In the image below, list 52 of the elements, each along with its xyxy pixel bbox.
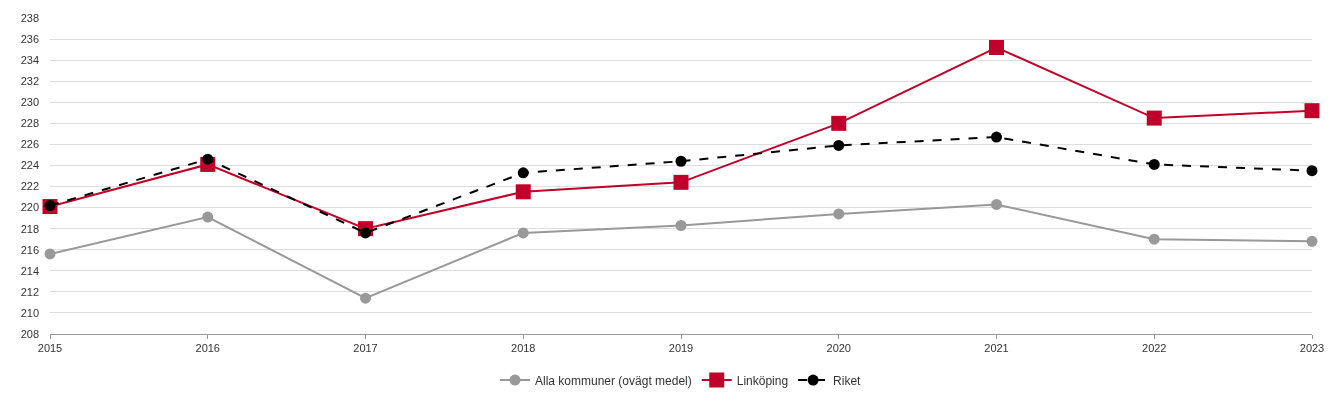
legend-label: Linköping xyxy=(736,373,789,388)
point xyxy=(1306,235,1318,247)
x-tick-label: 2015 xyxy=(37,342,63,355)
point xyxy=(675,155,687,167)
y-tick-label: 214 xyxy=(20,264,39,277)
legend-label: Riket xyxy=(833,373,862,388)
point xyxy=(833,139,845,151)
point xyxy=(360,292,371,304)
x-tick-label: 2017 xyxy=(353,342,378,355)
y-tick-label: 218 xyxy=(20,222,39,235)
y-tick-label: 232 xyxy=(20,75,39,88)
point xyxy=(360,227,371,239)
point xyxy=(517,227,529,239)
point xyxy=(1148,233,1160,245)
y-tick-label: 234 xyxy=(20,53,39,66)
y-tick-label: 222 xyxy=(20,180,39,193)
y-tick-label: 220 xyxy=(20,201,39,214)
point xyxy=(673,174,689,190)
legend-label: Alla kommuner (ovägt medel) xyxy=(535,373,692,388)
point xyxy=(1148,158,1160,170)
point xyxy=(675,220,687,232)
y-tick-label: 238 xyxy=(20,11,39,24)
y-tick-label: 236 xyxy=(20,32,39,45)
point xyxy=(1146,110,1162,126)
point xyxy=(44,248,56,260)
x-tick-label: 2016 xyxy=(195,342,220,355)
point xyxy=(44,199,56,211)
y-tick-label: 216 xyxy=(20,243,39,256)
point xyxy=(202,211,214,223)
point xyxy=(989,39,1004,55)
point xyxy=(833,208,845,220)
x-tick-label: 2021 xyxy=(984,342,1009,355)
x-tick-label: 2020 xyxy=(826,342,851,355)
point xyxy=(517,167,529,179)
y-tick-label: 212 xyxy=(20,285,39,298)
point xyxy=(991,131,1002,143)
x-tick-label: 2019 xyxy=(668,342,694,355)
y-tick-label: 208 xyxy=(20,327,39,340)
point xyxy=(515,184,531,200)
x-tick-label: 2022 xyxy=(1142,342,1167,355)
y-tick-label: 224 xyxy=(20,159,39,172)
y-tick-label: 228 xyxy=(20,117,39,130)
y-tick-label: 230 xyxy=(20,96,39,109)
x-tick-label: 2018 xyxy=(511,342,536,355)
point xyxy=(202,153,214,165)
point xyxy=(1304,103,1320,119)
y-tick-label: 210 xyxy=(20,306,39,319)
point xyxy=(831,115,847,131)
x-tick-label: 2023 xyxy=(1299,342,1325,355)
point xyxy=(1306,165,1318,177)
y-tick-label: 226 xyxy=(20,138,39,151)
point xyxy=(991,198,1002,210)
